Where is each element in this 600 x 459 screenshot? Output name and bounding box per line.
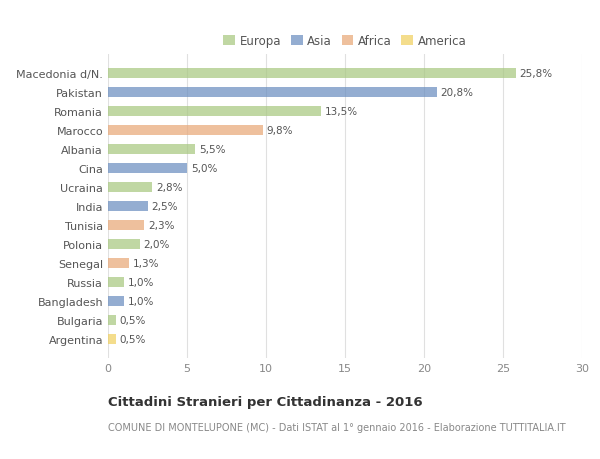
Bar bbox=[108, 296, 124, 307]
Text: 9,8%: 9,8% bbox=[267, 126, 293, 136]
Bar bbox=[108, 315, 116, 325]
Bar bbox=[108, 88, 437, 98]
Bar bbox=[108, 277, 124, 287]
Bar bbox=[108, 126, 263, 136]
Bar bbox=[108, 145, 195, 155]
Bar bbox=[108, 220, 145, 231]
Bar bbox=[108, 182, 152, 193]
Text: Cittadini Stranieri per Cittadinanza - 2016: Cittadini Stranieri per Cittadinanza - 2… bbox=[108, 395, 422, 408]
Bar bbox=[108, 163, 187, 174]
Bar bbox=[108, 258, 128, 269]
Text: 5,5%: 5,5% bbox=[199, 145, 226, 155]
Text: 13,5%: 13,5% bbox=[325, 107, 358, 117]
Bar bbox=[108, 334, 116, 344]
Text: 25,8%: 25,8% bbox=[520, 69, 553, 79]
Text: 2,3%: 2,3% bbox=[148, 220, 175, 230]
Text: 0,5%: 0,5% bbox=[120, 315, 146, 325]
Text: 2,0%: 2,0% bbox=[143, 240, 170, 249]
Text: 5,0%: 5,0% bbox=[191, 164, 217, 174]
Text: 1,0%: 1,0% bbox=[128, 277, 154, 287]
Text: 20,8%: 20,8% bbox=[440, 88, 473, 98]
Text: 2,5%: 2,5% bbox=[151, 202, 178, 212]
Text: 2,8%: 2,8% bbox=[156, 183, 182, 193]
Bar bbox=[108, 106, 322, 117]
Bar bbox=[108, 69, 515, 79]
Bar bbox=[108, 239, 140, 250]
Legend: Europa, Asia, Africa, America: Europa, Asia, Africa, America bbox=[218, 31, 472, 53]
Text: 1,3%: 1,3% bbox=[133, 258, 159, 269]
Bar bbox=[108, 202, 148, 212]
Text: COMUNE DI MONTELUPONE (MC) - Dati ISTAT al 1° gennaio 2016 - Elaborazione TUTTIT: COMUNE DI MONTELUPONE (MC) - Dati ISTAT … bbox=[108, 422, 566, 432]
Text: 0,5%: 0,5% bbox=[120, 334, 146, 344]
Text: 1,0%: 1,0% bbox=[128, 296, 154, 306]
